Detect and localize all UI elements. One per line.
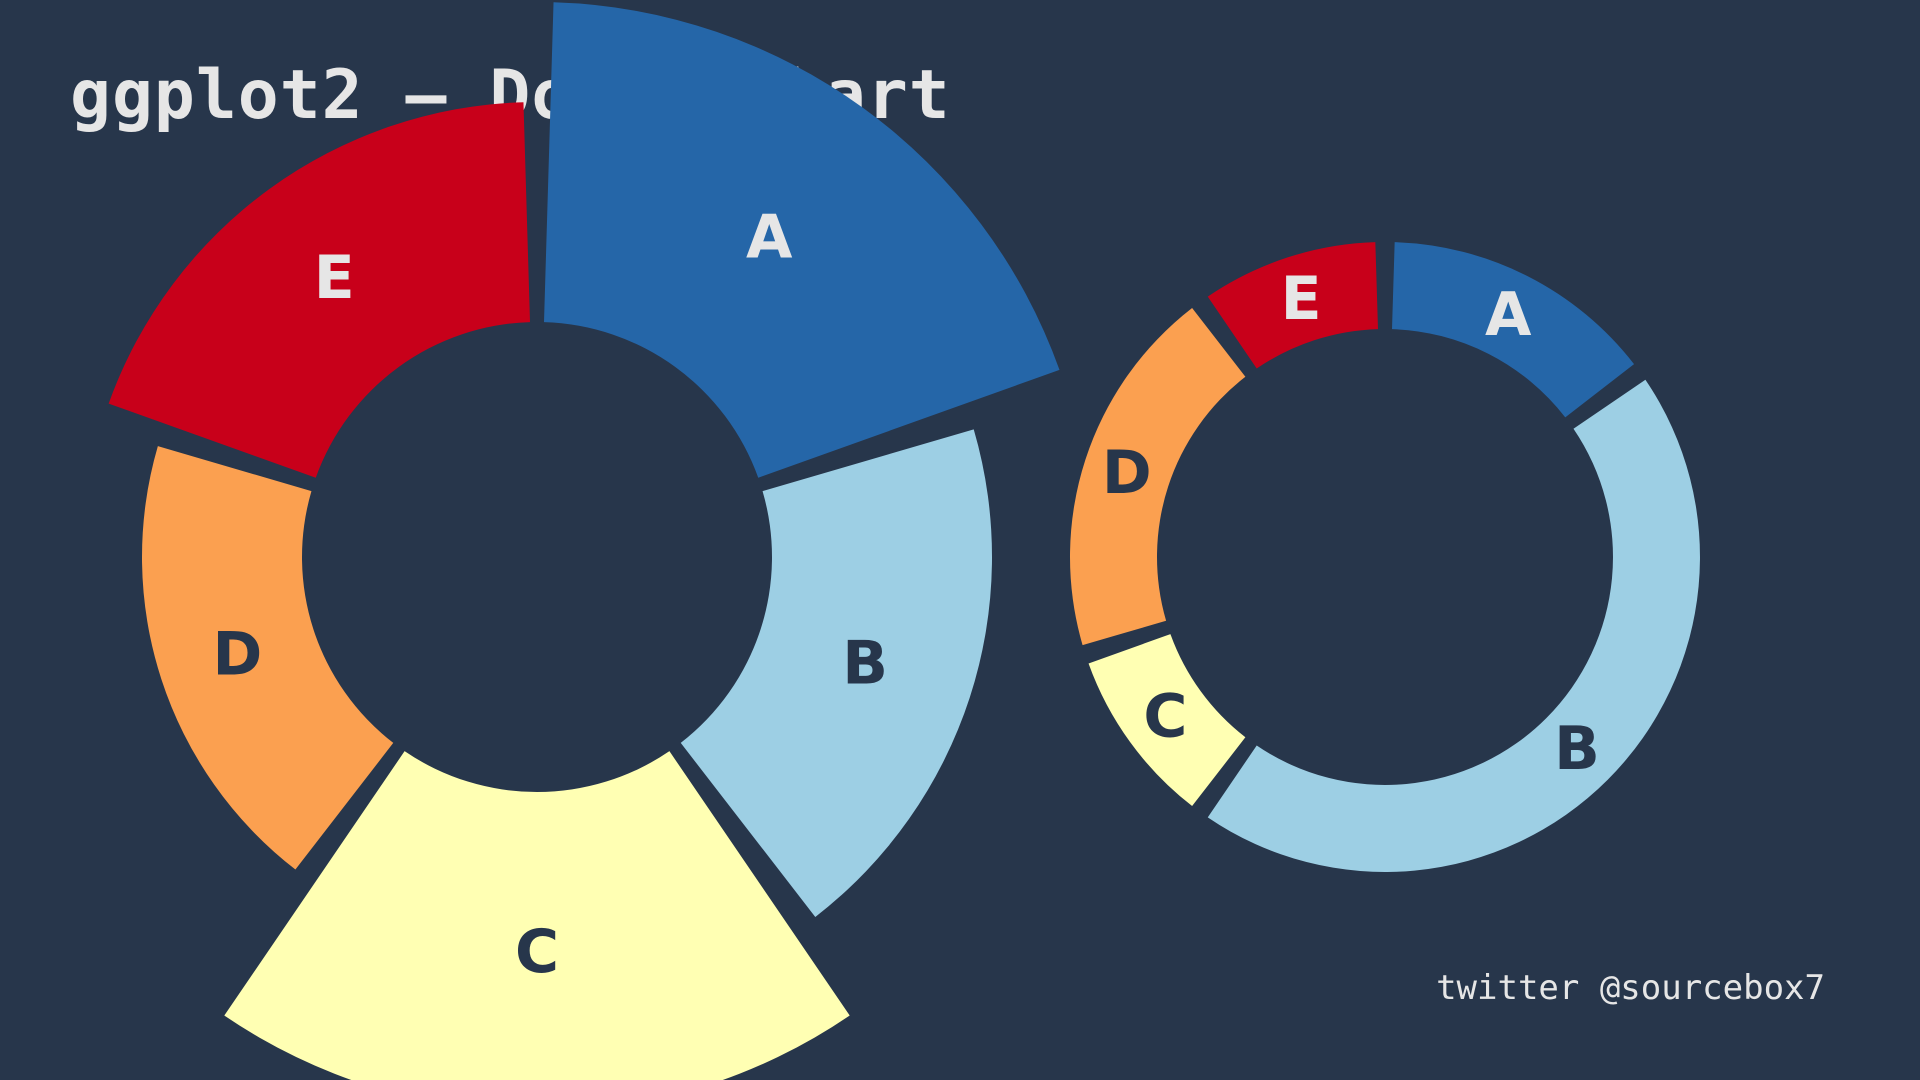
donut-1-segment-c	[1088, 634, 1246, 807]
donut-1-segment-d	[1069, 307, 1246, 646]
donut-0-segment-d	[141, 446, 394, 870]
donut-1-label-d: D	[1102, 438, 1152, 508]
donut-1-label-b: B	[1554, 714, 1600, 784]
credit-text: twitter @sourcebox7	[1436, 968, 1825, 1008]
donut-0-label-e: E	[314, 243, 355, 313]
donut-1-segment-e	[1207, 242, 1378, 369]
donut-0-segment-c	[224, 751, 850, 1080]
donut-0-label-d: D	[213, 619, 263, 689]
donut-0-segment-a	[544, 2, 1060, 478]
donut-0-segment-e	[108, 102, 531, 478]
donut-0-label-c: C	[515, 917, 559, 987]
donut-chart-left: A B C D E	[108, 2, 1060, 1080]
donut-chart-right: A B C D E	[1069, 242, 1700, 872]
donut-1-label-a: A	[1485, 280, 1532, 350]
donut-0-segment-b	[680, 429, 993, 917]
donut-1-label-c: C	[1143, 682, 1187, 752]
donut-0-label-b: B	[842, 629, 888, 699]
donut-1-label-e: E	[1281, 264, 1322, 334]
donut-1-segment-a	[1392, 242, 1635, 418]
donut-1-segment-b	[1207, 379, 1700, 872]
donut-0-label-a: A	[746, 202, 793, 272]
